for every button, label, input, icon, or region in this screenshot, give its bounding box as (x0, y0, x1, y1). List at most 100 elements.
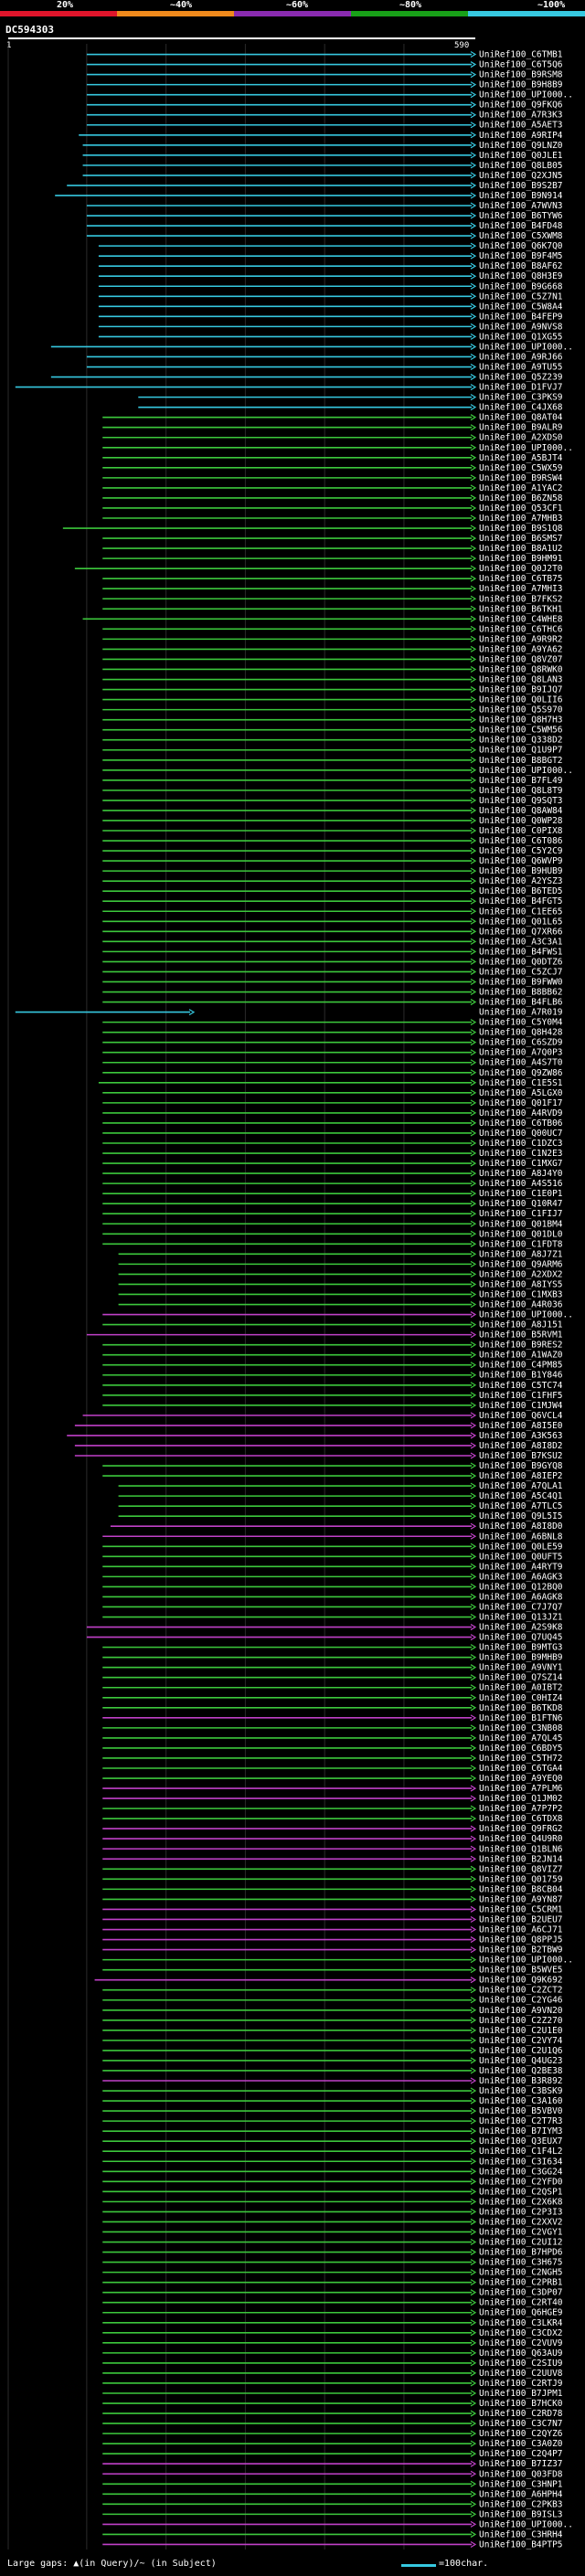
hit-row[interactable]: UniRef100_A5LGX0 (102, 1088, 563, 1098)
hit-id-label[interactable]: UniRef100_B9HUB9 (479, 866, 563, 876)
hit-id-label[interactable]: UniRef100_Q0LE59 (479, 1542, 563, 1552)
hit-id-label[interactable]: UniRef100_B7HCK0 (479, 2399, 563, 2409)
hit-id-label[interactable]: UniRef100_Q1XG55 (479, 332, 563, 342)
hit-row[interactable]: UniRef100_Q01L65 (102, 917, 563, 927)
hit-row[interactable]: UniRef100_C2SIU9 (102, 2359, 563, 2369)
hit-id-label[interactable]: UniRef100_C6T5Q6 (479, 60, 563, 70)
hit-id-label[interactable]: UniRef100_B7FL49 (479, 776, 563, 786)
hit-id-label[interactable]: UniRef100_Q10R47 (479, 1199, 563, 1209)
hit-id-label[interactable]: UniRef100_A5C4Q1 (479, 1491, 563, 1501)
hit-id-label[interactable]: UniRef100_C2PRB1 (479, 2278, 563, 2288)
hit-row[interactable]: UniRef100_A7MHI3 (102, 584, 563, 594)
hit-id-label[interactable]: UniRef100_A9YA62 (479, 644, 563, 654)
hit-id-label[interactable]: UniRef100_A4S516 (479, 1179, 563, 1189)
hit-id-label[interactable]: UniRef100_C0PIX8 (479, 826, 563, 836)
hit-id-label[interactable]: UniRef100_B7KSU2 (479, 1451, 563, 1461)
hit-id-label[interactable]: UniRef100_B9G668 (479, 281, 563, 292)
hit-row[interactable]: UniRef100_Q0LE59 (102, 1542, 563, 1552)
hit-row[interactable]: UniRef100_Q9ARM6 (118, 1259, 563, 1269)
hit-id-label[interactable]: UniRef100_A8IYS5 (479, 1279, 563, 1289)
hit-id-label[interactable]: UniRef100_B8A1U2 (479, 544, 563, 554)
hit-row[interactable]: UniRef100_A8I8D0 (110, 1521, 563, 1532)
hit-row[interactable]: UniRef100_A5AET3 (86, 121, 563, 131)
hit-row[interactable]: UniRef100_B4FEP9 (98, 312, 563, 322)
hit-id-label[interactable]: UniRef100_Q2XJN5 (479, 171, 563, 181)
hit-id-label[interactable]: UniRef100_B2JN14 (479, 1854, 563, 1864)
hit-row[interactable]: UniRef100_C4JX68 (138, 403, 563, 413)
hit-id-label[interactable]: UniRef100_C5Y0M4 (479, 1018, 563, 1028)
hit-row[interactable]: UniRef100_B4FWS1 (102, 947, 563, 957)
hit-row[interactable]: UniRef100_Q0DTZ6 (102, 957, 563, 967)
hit-id-label[interactable]: UniRef100_C1FHF5 (479, 1391, 563, 1401)
hit-id-label[interactable]: UniRef100_B6TKH1 (479, 604, 563, 614)
hit-id-label[interactable]: UniRef100_C4PM85 (479, 1361, 563, 1371)
hit-row[interactable]: UniRef100_B9RES2 (102, 1341, 563, 1351)
hit-id-label[interactable]: UniRef100_C2UI12 (479, 2238, 563, 2248)
hit-row[interactable]: UniRef100_C6SZD9 (102, 1038, 563, 1048)
hit-id-label[interactable]: UniRef100_C2VGY1 (479, 2227, 563, 2237)
hit-id-label[interactable]: UniRef100_B5RVM1 (479, 1330, 563, 1341)
hit-id-label[interactable]: UniRef100_B9HM91 (479, 554, 563, 564)
hit-id-label[interactable]: UniRef100_A8I8D2 (479, 1441, 563, 1451)
hit-row[interactable]: UniRef100_Q63AU9 (102, 2348, 563, 2359)
hit-row[interactable]: UniRef100_Q9FRG2 (102, 1824, 563, 1834)
hit-id-label[interactable]: UniRef100_Q9L5I5 (479, 1511, 563, 1521)
hit-row[interactable]: UniRef100_C2NGH5 (102, 2268, 563, 2278)
hit-row[interactable]: UniRef100_Q0WP28 (102, 816, 563, 826)
hit-row[interactable]: UniRef100_UPI000.. (50, 342, 573, 352)
hit-row[interactable]: UniRef100_Q0LII6 (102, 695, 563, 705)
hit-row[interactable]: UniRef100_Q4U9R0 (102, 1834, 563, 1844)
hit-id-label[interactable]: UniRef100_C1EE65 (479, 906, 563, 917)
hit-id-label[interactable]: UniRef100_C1E5S1 (479, 1078, 563, 1088)
hit-row[interactable]: UniRef100_C5Y2C9 (102, 846, 563, 856)
hit-row[interactable]: UniRef100_B2TBW9 (102, 1945, 563, 1956)
hit-id-label[interactable]: UniRef100_Q8L8T9 (479, 786, 563, 796)
hit-id-label[interactable]: UniRef100_B9RES2 (479, 1341, 563, 1351)
hit-id-label[interactable]: UniRef100_B9GYQ8 (479, 1461, 563, 1471)
hit-id-label[interactable]: UniRef100_C2Z270 (479, 2016, 563, 2026)
hit-id-label[interactable]: UniRef100_B1FTN6 (479, 1713, 563, 1723)
hit-id-label[interactable]: UniRef100_UPI000.. (479, 766, 573, 776)
hit-id-label[interactable]: UniRef100_B4FGT5 (479, 896, 563, 906)
hit-row[interactable]: UniRef100_A7PLM6 (102, 1784, 563, 1794)
hit-id-label[interactable]: UniRef100_B8AF62 (479, 261, 563, 271)
hit-row[interactable]: UniRef100_C3LKR4 (102, 2318, 563, 2328)
hit-id-label[interactable]: UniRef100_Q6WVP9 (479, 856, 563, 866)
hit-id-label[interactable]: UniRef100_Q6HGE9 (479, 2308, 563, 2318)
hit-row[interactable]: UniRef100_A9VNY1 (102, 1663, 563, 1673)
hit-id-label[interactable]: UniRef100_A7TLC5 (479, 1501, 563, 1511)
hit-id-label[interactable]: UniRef100_Q0LII6 (479, 695, 563, 705)
hit-id-label[interactable]: UniRef100_Q7SZ14 (479, 1673, 563, 1683)
hit-row[interactable]: UniRef100_C2XXV2 (102, 2217, 563, 2227)
hit-id-label[interactable]: UniRef100_A6AGK3 (479, 1572, 563, 1582)
hit-row[interactable]: UniRef100_B9RSM8 (86, 70, 563, 80)
hit-id-label[interactable]: UniRef100_B7FKS2 (479, 594, 563, 604)
hit-row[interactable]: UniRef100_C3C7N7 (102, 2419, 563, 2429)
hit-id-label[interactable]: UniRef100_Q03FD8 (479, 2469, 563, 2479)
hit-row[interactable]: UniRef100_A9RIP4 (79, 131, 563, 141)
hit-row[interactable]: UniRef100_UPI000.. (86, 90, 573, 101)
hit-row[interactable]: UniRef100_B9RSW4 (102, 473, 563, 483)
hit-id-label[interactable]: UniRef100_C5Y2C9 (479, 846, 563, 856)
hit-id-label[interactable]: UniRef100_C6TMB1 (479, 50, 563, 60)
hit-row[interactable]: UniRef100_Q01759 (102, 1874, 563, 1884)
hit-id-label[interactable]: UniRef100_C3C7N7 (479, 2419, 563, 2429)
hit-row[interactable]: UniRef100_A2XDX2 (118, 1269, 563, 1279)
hit-id-label[interactable]: UniRef100_Q8PPJ5 (479, 1935, 563, 1945)
hit-row[interactable]: UniRef100_D1FVJ7 (15, 383, 563, 393)
hit-row[interactable]: UniRef100_A8IEP2 (102, 1471, 563, 1481)
hit-id-label[interactable]: UniRef100_B7HPD6 (479, 2248, 563, 2258)
hit-id-label[interactable]: UniRef100_C0HIZ4 (479, 1693, 563, 1703)
hit-row[interactable]: UniRef100_A5BJT4 (102, 453, 563, 463)
hit-row[interactable]: UniRef100_C1E5S1 (98, 1078, 563, 1088)
hit-row[interactable]: UniRef100_UPI000.. (102, 766, 573, 776)
hit-row[interactable]: UniRef100_A7P7P2 (102, 1804, 563, 1814)
hit-row[interactable]: UniRef100_B6ZN58 (102, 493, 563, 504)
hit-id-label[interactable]: UniRef100_UPI000.. (479, 90, 573, 101)
hit-row[interactable]: UniRef100_C3HRH4 (102, 2529, 563, 2539)
hit-id-label[interactable]: UniRef100_A2XDX2 (479, 1269, 563, 1279)
hit-row[interactable]: UniRef100_Q9FKQ6 (86, 101, 563, 111)
hit-row[interactable]: UniRef100_A9R9R2 (102, 634, 563, 644)
hit-id-label[interactable]: UniRef100_A4RYT9 (479, 1562, 563, 1572)
hit-id-label[interactable]: UniRef100_A7P7P2 (479, 1804, 563, 1814)
